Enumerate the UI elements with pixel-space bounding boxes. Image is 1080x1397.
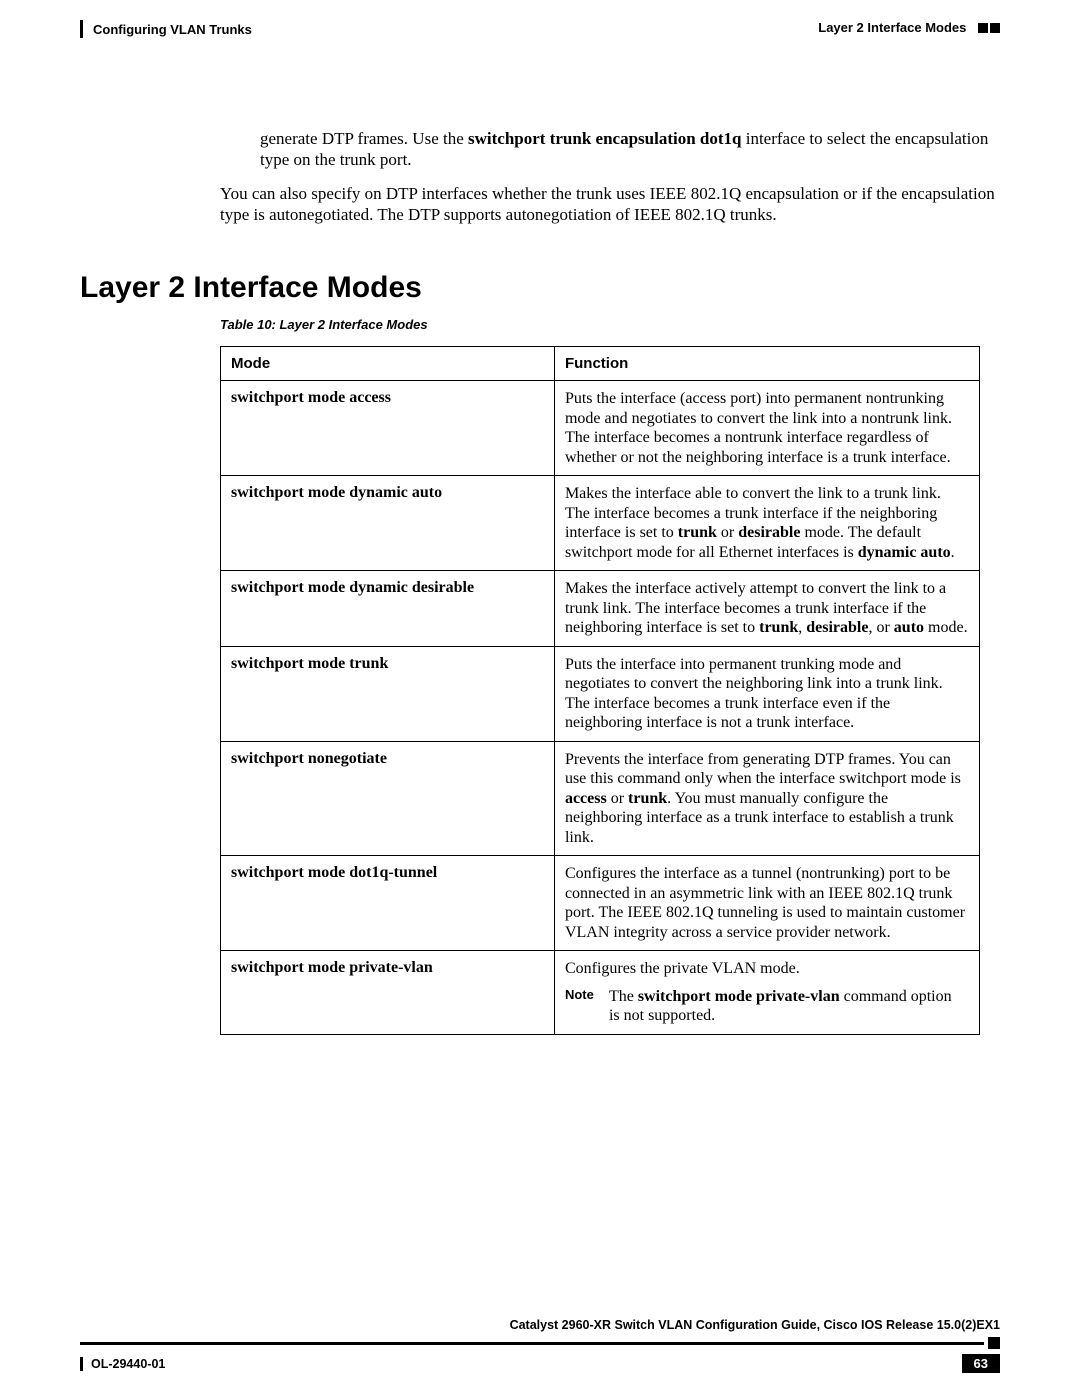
mode-cell: switchport mode access	[221, 381, 555, 476]
header-section: Layer 2 Interface Modes	[818, 20, 966, 35]
table-header-row: Mode Function	[221, 347, 980, 381]
function-cell: Makes the interface actively attempt to …	[554, 571, 979, 647]
table-row: switchport mode accessPuts the interface…	[221, 381, 980, 476]
header-squares-icon	[976, 21, 1000, 36]
function-cell: Puts the interface (access port) into pe…	[554, 381, 979, 476]
function-text: Puts the interface into permanent trunki…	[565, 656, 943, 732]
page: Configuring VLAN Trunks Layer 2 Interfac…	[0, 0, 1080, 1397]
intro-paragraph-2: You can also specify on DTP interfaces w…	[220, 183, 1000, 226]
function-text: Prevents the interface from generating D…	[565, 751, 961, 846]
note-label: Note	[565, 987, 609, 1003]
footer-rule-line	[80, 1342, 984, 1345]
running-header: Configuring VLAN Trunks Layer 2 Interfac…	[80, 20, 1000, 38]
page-footer: Catalyst 2960-XR Switch VLAN Configurati…	[80, 1318, 1000, 1373]
table-row: switchport mode dynamic desirableMakes t…	[221, 571, 980, 647]
function-text: Configures the private VLAN mode.	[565, 960, 800, 977]
note-text: The switchport mode private-vlan command…	[609, 987, 963, 1026]
section-heading: Layer 2 Interface Modes	[80, 271, 1000, 305]
table-row: switchport mode dynamic autoMakes the in…	[221, 476, 980, 571]
table-row: switchport mode private-vlanConfigures t…	[221, 951, 980, 1035]
function-text: Configures the interface as a tunnel (no…	[565, 865, 965, 941]
mode-cell: switchport mode dynamic auto	[221, 476, 555, 571]
intro1-command: switchport trunk encapsulation dot1q	[468, 129, 741, 148]
table-row: switchport mode dot1q-tunnelConfigures t…	[221, 856, 980, 951]
footer-doc-id-text: OL-29440-01	[91, 1357, 165, 1371]
function-text: Makes the interface actively attempt to …	[565, 580, 968, 636]
header-right: Layer 2 Interface Modes	[818, 20, 1000, 36]
function-text: Makes the interface able to convert the …	[565, 485, 955, 561]
footer-doc-id: OL-29440-01	[80, 1357, 165, 1371]
function-cell: Prevents the interface from generating D…	[554, 741, 979, 856]
footer-rule-square-icon	[988, 1337, 1000, 1349]
note-block: NoteThe switchport mode private-vlan com…	[565, 987, 969, 1026]
col-header-mode: Mode	[221, 347, 555, 381]
function-cell: Configures the interface as a tunnel (no…	[554, 856, 979, 951]
header-bar-icon	[80, 20, 83, 38]
footer-page-number: 63	[962, 1354, 1000, 1373]
footer-bottom-row: OL-29440-01 63	[80, 1354, 1000, 1373]
interface-modes-table: Mode Function switchport mode accessPuts…	[220, 346, 980, 1035]
mode-cell: switchport mode dynamic desirable	[221, 571, 555, 647]
footer-guide-title: Catalyst 2960-XR Switch VLAN Configurati…	[80, 1318, 1000, 1332]
mode-cell: switchport mode trunk	[221, 646, 555, 741]
intro1-pre: generate DTP frames. Use the	[260, 129, 464, 148]
col-header-function: Function	[554, 347, 979, 381]
mode-cell: switchport mode private-vlan	[221, 951, 555, 1035]
header-chapter: Configuring VLAN Trunks	[93, 22, 252, 37]
function-cell: Puts the interface into permanent trunki…	[554, 646, 979, 741]
mode-cell: switchport mode dot1q-tunnel	[221, 856, 555, 951]
table-row: switchport nonegotiatePrevents the inter…	[221, 741, 980, 856]
table-caption: Table 10: Layer 2 Interface Modes	[220, 317, 1000, 332]
function-cell: Configures the private VLAN mode. NoteThe…	[554, 951, 979, 1035]
table-row: switchport mode trunkPuts the interface …	[221, 646, 980, 741]
intro-paragraph-1: generate DTP frames. Use the switchport …	[260, 128, 1000, 171]
header-left: Configuring VLAN Trunks	[80, 20, 252, 38]
function-cell: Makes the interface able to convert the …	[554, 476, 979, 571]
mode-cell: switchport nonegotiate	[221, 741, 555, 856]
function-text: Puts the interface (access port) into pe…	[565, 390, 952, 466]
footer-rule	[80, 1336, 1000, 1350]
footer-bar-icon	[80, 1357, 83, 1371]
